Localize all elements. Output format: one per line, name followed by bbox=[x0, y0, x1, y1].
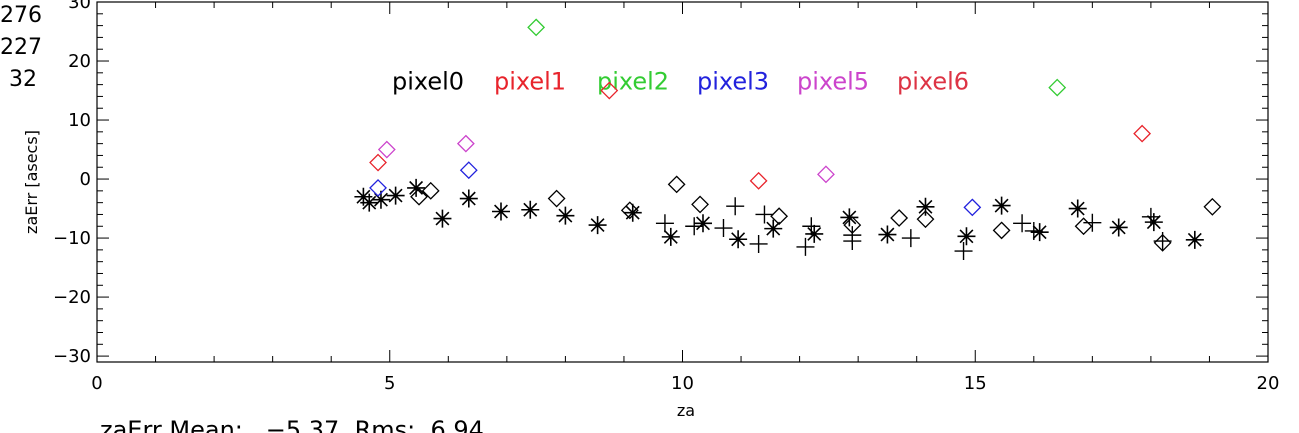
data-point-diamond bbox=[421, 181, 440, 200]
left-number-1: 276 bbox=[0, 3, 42, 28]
legend-entry: pixel2 bbox=[597, 67, 669, 95]
x-tick-label: 10 bbox=[671, 373, 694, 394]
data-point-diamond bbox=[916, 210, 935, 229]
y-tick-label: 0 bbox=[80, 169, 91, 190]
data-point-asterisk bbox=[840, 208, 859, 227]
footer-stats: zaErr Mean: −5.37 Rms: 6.94 bbox=[100, 416, 484, 433]
axes: 0 5 10 15 20 −30 −20 −10 0 10 20 30 bbox=[53, 0, 1279, 394]
data-point-diamond bbox=[992, 221, 1011, 240]
data-point-plus bbox=[796, 237, 815, 256]
x-tick-label: 5 bbox=[384, 373, 395, 394]
data-point-diamond bbox=[620, 201, 639, 220]
data-point-diamond bbox=[890, 209, 909, 227]
data-point-plus bbox=[802, 217, 821, 236]
data-point-asterisk bbox=[386, 186, 405, 205]
data-point-diamond bbox=[691, 195, 709, 214]
data-point-plus bbox=[714, 219, 733, 238]
data-point-asterisk bbox=[916, 197, 935, 216]
data-point-diamond bbox=[369, 153, 387, 172]
data-point-asterisk bbox=[1185, 230, 1204, 249]
x-axis-label: za bbox=[677, 401, 695, 420]
data-point-plus bbox=[749, 234, 768, 253]
legend: pixel0 pixel1 pixel2 pixel3 pixel5 pixel6 bbox=[392, 67, 969, 95]
legend-entry: pixel6 bbox=[897, 67, 969, 95]
data-point-diamond bbox=[770, 207, 789, 226]
data-point-asterisk bbox=[805, 224, 824, 243]
y-tick-label: −20 bbox=[53, 287, 91, 308]
data-point-diamond bbox=[1048, 78, 1067, 97]
data-point-diamond bbox=[600, 81, 619, 100]
data-point-asterisk bbox=[588, 216, 607, 235]
data-point-diamond bbox=[527, 18, 546, 37]
data-point-diamond bbox=[369, 178, 387, 197]
legend-entry: pixel5 bbox=[797, 67, 869, 95]
data-point-diamond bbox=[547, 189, 566, 208]
data-point-asterisk bbox=[1068, 199, 1087, 218]
data-point-asterisk bbox=[459, 189, 478, 208]
x-tick-label: 15 bbox=[964, 373, 987, 394]
data-point-diamond bbox=[456, 134, 475, 153]
data-point-plus bbox=[685, 217, 704, 236]
data-point-asterisk bbox=[556, 206, 575, 225]
data-point-diamond bbox=[1133, 124, 1152, 143]
data-point-asterisk bbox=[1144, 213, 1163, 232]
data-point-plus bbox=[1013, 214, 1032, 233]
data-point-diamond bbox=[817, 165, 835, 184]
data-point-asterisk bbox=[661, 227, 680, 246]
data-point-asterisk bbox=[878, 225, 897, 244]
y-axis-label: zaErr [asecs] bbox=[22, 130, 41, 234]
data-point-diamond bbox=[963, 198, 982, 217]
y-tick-label: 10 bbox=[68, 110, 91, 131]
data-point-diamond bbox=[667, 175, 686, 194]
data-point-asterisk bbox=[623, 203, 642, 222]
left-number-list: 276 227 32 bbox=[0, 3, 42, 92]
data-point-diamond bbox=[1153, 233, 1172, 252]
legend-entry: pixel3 bbox=[697, 67, 769, 95]
data-point-plus bbox=[1024, 221, 1043, 240]
y-tick-label: 30 bbox=[68, 0, 91, 13]
data-point-plus bbox=[655, 214, 674, 233]
data-point-plus bbox=[843, 232, 862, 251]
data-point-plus bbox=[1083, 213, 1102, 232]
data-point-asterisk bbox=[491, 202, 510, 221]
data-point-plus bbox=[954, 242, 973, 261]
data-point-asterisk bbox=[521, 200, 540, 219]
legend-entry: pixel0 bbox=[392, 67, 464, 95]
data-point-diamond bbox=[1074, 217, 1093, 236]
data-point-plus bbox=[755, 205, 774, 224]
data-marks bbox=[354, 18, 1222, 261]
data-point-asterisk bbox=[407, 178, 426, 197]
data-point-diamond bbox=[1203, 197, 1222, 216]
data-point-plus bbox=[901, 229, 920, 248]
data-point-asterisk bbox=[1030, 223, 1049, 242]
data-point-asterisk bbox=[729, 230, 748, 249]
data-point-asterisk bbox=[1109, 218, 1128, 237]
data-point-asterisk bbox=[360, 193, 379, 212]
y-tick-label: −10 bbox=[53, 228, 91, 249]
data-point-asterisk bbox=[764, 219, 783, 238]
y-tick-label: 20 bbox=[68, 51, 91, 72]
data-point-diamond bbox=[377, 140, 396, 159]
legend-entry: pixel1 bbox=[494, 67, 566, 95]
left-number-2: 227 bbox=[0, 35, 42, 60]
data-point-diamond bbox=[459, 161, 478, 180]
data-point-plus bbox=[1141, 207, 1160, 226]
y-tick-label: −30 bbox=[53, 346, 91, 367]
data-point-plus bbox=[726, 197, 745, 216]
data-point-asterisk bbox=[957, 227, 976, 246]
x-tick-label: 0 bbox=[91, 373, 102, 394]
data-point-asterisk bbox=[371, 190, 390, 209]
left-number-3: 32 bbox=[9, 67, 37, 92]
x-tick-label: 20 bbox=[1257, 373, 1280, 394]
data-point-diamond bbox=[749, 171, 768, 190]
data-point-asterisk bbox=[433, 209, 452, 228]
data-point-diamond bbox=[410, 187, 428, 206]
data-point-asterisk bbox=[992, 196, 1011, 215]
data-point-asterisk bbox=[693, 214, 712, 233]
data-point-diamond bbox=[843, 216, 862, 235]
